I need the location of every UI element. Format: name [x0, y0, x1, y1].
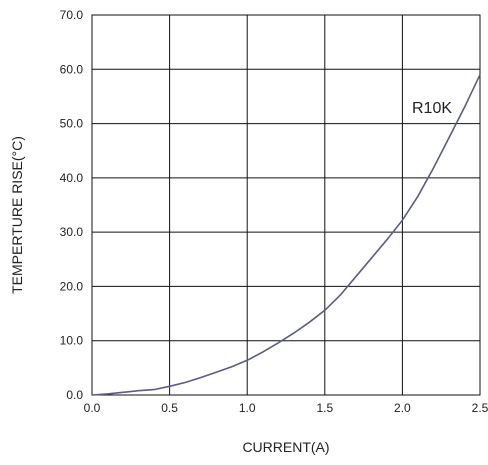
plot-frame	[91, 14, 481, 396]
series-line-r10k	[91, 74, 481, 396]
y-tick-label: 10.0	[60, 334, 84, 348]
x-tick-label: 0.0	[84, 401, 101, 415]
x-tick-label: 1.5	[316, 401, 333, 415]
x-tick-label: 2.5	[472, 401, 488, 415]
y-tick-label: 0.0	[66, 388, 83, 402]
y-tick-label: 20.0	[60, 279, 84, 293]
y-axis-ticks: 0.0 10.0 20.0 30.0 40.0 50.0 60.0 70.0	[60, 8, 84, 402]
x-tick-label: 1.0	[239, 401, 256, 415]
series-annotation: R10K	[412, 100, 452, 117]
x-tick-label: 0.5	[161, 401, 178, 415]
y-tick-label: 70.0	[60, 8, 84, 22]
x-tick-label: 2.0	[394, 401, 411, 415]
x-axis-title: CURRENT(A)	[242, 439, 329, 455]
x-axis-ticks: 0.0 0.5 1.0 1.5 2.0 2.5	[84, 401, 488, 415]
y-tick-label: 60.0	[60, 62, 84, 76]
y-tick-label: 30.0	[60, 225, 84, 239]
y-tick-label: 50.0	[60, 117, 84, 131]
y-axis-title: TEMPERTURE RISE(°C)	[9, 136, 25, 294]
grid	[91, 14, 481, 396]
y-tick-label: 40.0	[60, 171, 84, 185]
